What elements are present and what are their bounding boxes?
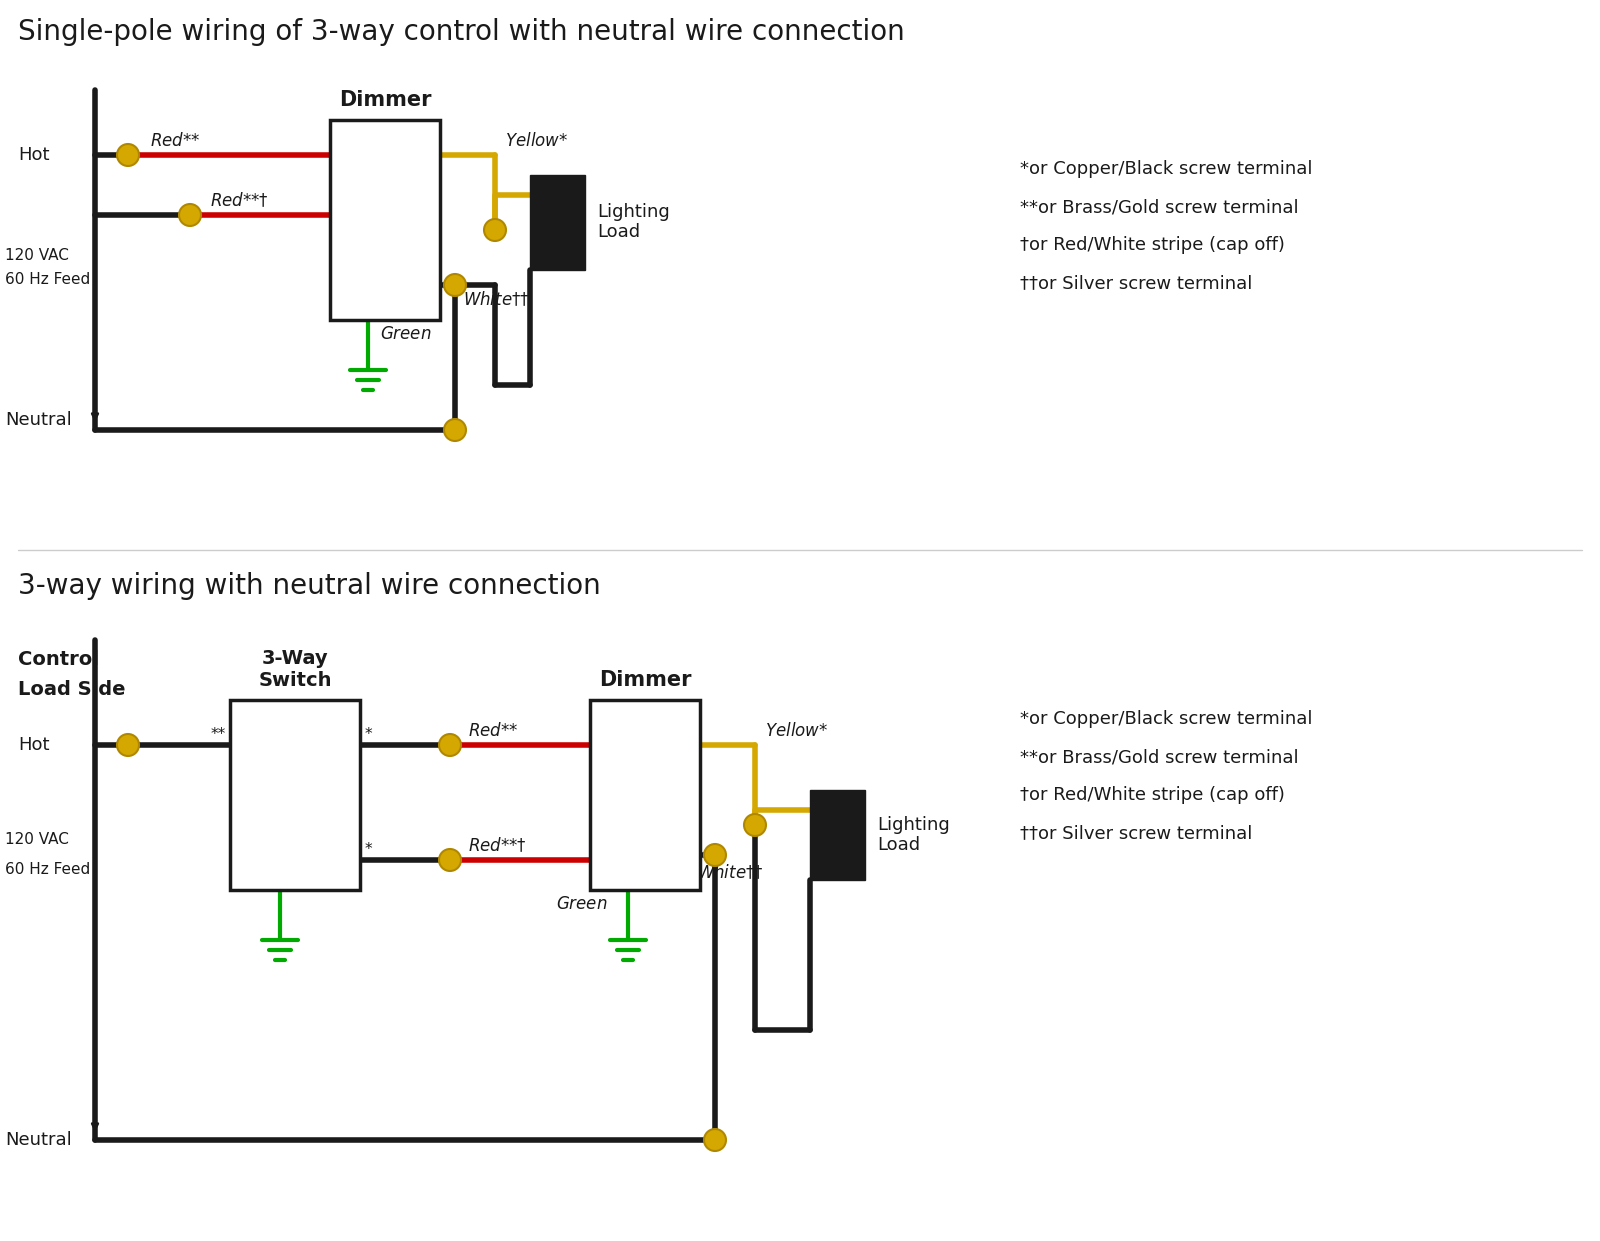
Text: Neutral: Neutral: [5, 1131, 72, 1149]
Circle shape: [704, 844, 726, 866]
Bar: [810, 791, 866, 880]
Text: $\it{Red}$**: $\it{Red}$**: [467, 722, 518, 740]
Text: $\it{White}$††: $\it{White}$††: [462, 290, 530, 309]
Text: $\it{Yellow}$*: $\it{Yellow}$*: [506, 132, 568, 150]
Text: $\it{Green}$: $\it{Green}$: [557, 895, 608, 913]
Text: Single-pole wiring of 3-way control with neutral wire connection: Single-pole wiring of 3-way control with…: [18, 19, 904, 46]
Text: Hot: Hot: [18, 146, 50, 164]
Bar: [330, 120, 440, 320]
Text: *or Copper/Black screw terminal: *or Copper/Black screw terminal: [1021, 710, 1312, 728]
Text: 120 VAC: 120 VAC: [5, 247, 69, 263]
Text: $\it{Red}$**†: $\it{Red}$**†: [210, 191, 269, 210]
Circle shape: [117, 733, 139, 756]
Bar: [230, 700, 360, 890]
Text: Dimmer: Dimmer: [598, 670, 691, 690]
Bar: [590, 700, 701, 890]
Text: Lighting
Load: Lighting Load: [597, 202, 670, 242]
Circle shape: [483, 218, 506, 241]
Text: Load Side: Load Side: [18, 680, 125, 699]
Text: 60 Hz Feed: 60 Hz Feed: [5, 862, 90, 877]
Circle shape: [445, 274, 466, 297]
Text: **: **: [211, 727, 226, 742]
Text: 3-way wiring with neutral wire connection: 3-way wiring with neutral wire connectio…: [18, 572, 600, 599]
Text: $\it{Red}$**: $\it{Red}$**: [150, 132, 200, 150]
Circle shape: [704, 1129, 726, 1150]
Text: Hot: Hot: [18, 736, 50, 755]
Text: ††or Silver screw terminal: ††or Silver screw terminal: [1021, 274, 1253, 292]
Text: $\it{White}$††: $\it{White}$††: [698, 862, 763, 881]
Text: †or Red/White stripe (cap off): †or Red/White stripe (cap off): [1021, 786, 1285, 804]
Circle shape: [445, 419, 466, 441]
Text: *: *: [365, 727, 373, 742]
Text: *: *: [365, 841, 373, 858]
Text: 60 Hz Feed: 60 Hz Feed: [5, 273, 90, 288]
Text: $\it{Yellow}$*: $\it{Yellow}$*: [765, 722, 829, 740]
Circle shape: [438, 733, 461, 756]
Text: **or Brass/Gold screw terminal: **or Brass/Gold screw terminal: [1021, 748, 1299, 766]
Circle shape: [438, 849, 461, 871]
Text: Control: Control: [18, 650, 99, 669]
Text: †or Red/White stripe (cap off): †or Red/White stripe (cap off): [1021, 236, 1285, 254]
Circle shape: [744, 814, 766, 836]
Text: ††or Silver screw terminal: ††or Silver screw terminal: [1021, 824, 1253, 841]
Text: $\it{Green}$: $\it{Green}$: [381, 325, 432, 343]
Circle shape: [179, 204, 202, 226]
Text: 120 VAC: 120 VAC: [5, 833, 69, 848]
Text: 3-Way
Switch: 3-Way Switch: [258, 649, 331, 690]
Text: Lighting
Load: Lighting Load: [877, 815, 950, 854]
Text: *or Copper/Black screw terminal: *or Copper/Black screw terminal: [1021, 160, 1312, 177]
Text: Neutral: Neutral: [5, 411, 72, 429]
Bar: [530, 175, 586, 271]
Text: Dimmer: Dimmer: [339, 91, 432, 110]
Text: **or Brass/Gold screw terminal: **or Brass/Gold screw terminal: [1021, 199, 1299, 216]
Circle shape: [117, 144, 139, 166]
Text: $\it{Red}$**†: $\it{Red}$**†: [467, 836, 526, 855]
